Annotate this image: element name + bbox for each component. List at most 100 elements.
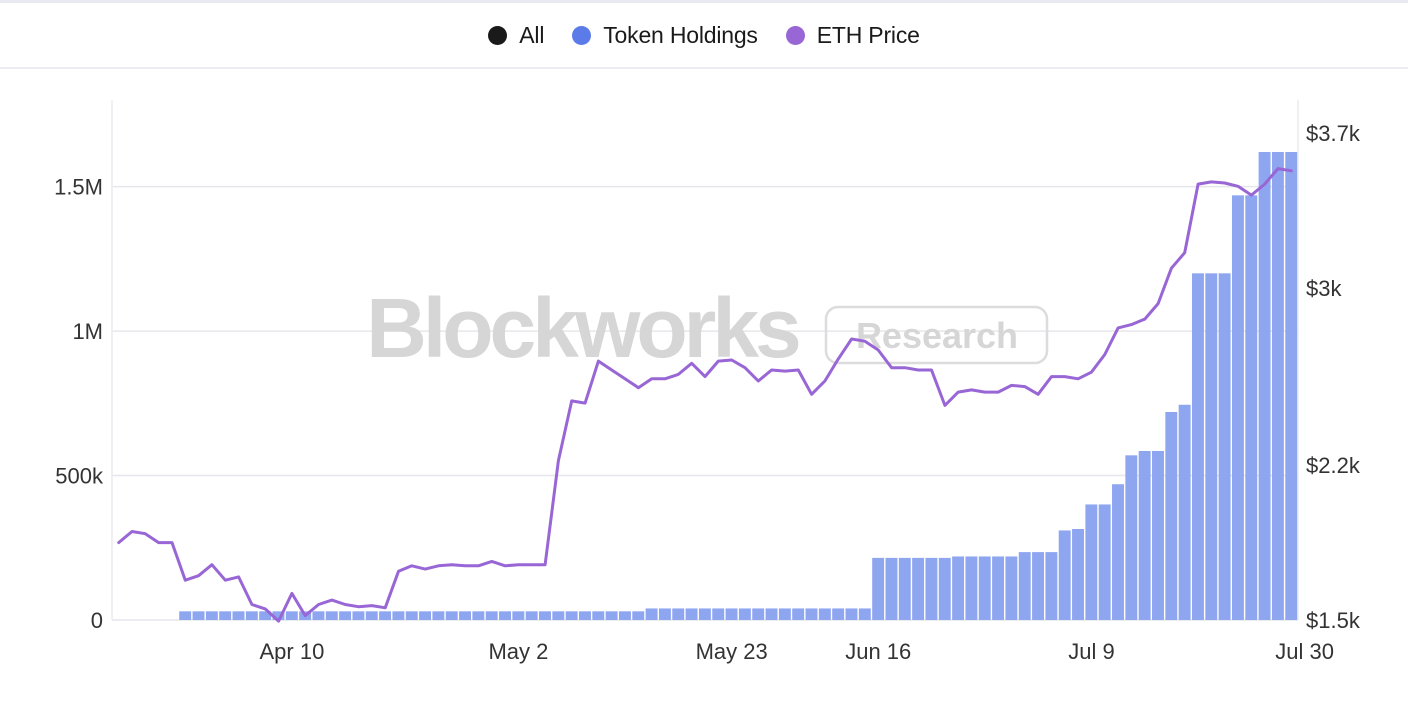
token-holdings-bar [1285,152,1298,620]
left-axis-tick-label: 1.5M [54,175,103,200]
x-axis-tick-label: May 23 [696,639,768,664]
token-holdings-bar [512,611,525,620]
token-holdings-bar [579,611,591,620]
token-holdings-bar [1125,455,1138,620]
watermark-badge: Research [856,315,1018,356]
token-holdings-bar [992,556,1005,620]
token-holdings-bar [1112,484,1124,620]
token-holdings-bar [858,608,871,620]
legend-label-eth-price: ETH Price [816,21,920,48]
legend-item-token-holdings[interactable]: Token Holdings [572,21,758,49]
token-holdings-bar [352,611,365,620]
token-holdings-bar [379,611,392,620]
token-holdings-bar [1218,273,1231,620]
token-holdings-bar [525,611,538,620]
legend-dot-all-icon [488,25,508,45]
token-holdings-bar [658,608,671,620]
token-holdings-bar [272,611,285,620]
right-axis-tick-label: $3.7k [1306,121,1361,146]
token-holdings-bar [205,611,218,620]
token-holdings-bar [1005,556,1018,620]
token-holdings-bar [712,608,725,620]
left-axis-tick-label: 1M [72,319,103,344]
top-border [0,0,1408,3]
token-holdings-bar [1032,552,1045,620]
token-holdings-bar [1245,195,1258,621]
token-holdings-bar [818,608,831,620]
legend-label-all: All [519,21,545,48]
watermark-badge-border [824,305,1049,365]
token-holdings-bar [432,611,445,620]
right-axis-ticks: $1.5k $2.2k $3k $3.7k [1306,121,1361,633]
legend-item-eth-price[interactable]: ETH Price [785,21,920,49]
token-holdings-bar [805,608,818,620]
legend-dot-token-holdings-icon [572,25,592,45]
token-holdings-bar [419,611,432,620]
token-holdings-bar [1205,273,1218,620]
token-holdings-bar [752,608,765,620]
x-axis-tick-label: Jul 9 [1068,639,1114,664]
token-holdings-bar [392,611,405,620]
token-holdings-bar [472,611,485,620]
token-holdings-bar [405,611,418,620]
token-holdings-bar [312,611,325,620]
token-holdings-bar [978,556,991,620]
left-axis-tick-label: 0 [91,608,103,633]
token-holdings-bar [1045,552,1058,620]
token-holdings-bar [499,611,511,620]
token-holdings-bar [672,608,685,620]
token-holdings-bar [1138,451,1151,620]
token-holdings-bar [325,611,338,620]
token-holdings-bar [778,608,791,620]
left-axis-ticks: 0 500k 1M 1.5M [54,175,104,633]
token-holdings-bar [1085,504,1098,620]
token-holdings-bar [645,608,658,620]
token-holdings-bar [259,611,272,620]
token-holdings-bar [539,611,551,620]
right-axis-tick-label: $3k [1306,276,1342,301]
left-axis-tick-label: 500k [55,464,104,489]
token-holdings-bar [565,611,578,620]
token-holdings-bar [1098,504,1111,620]
token-holdings-bar [245,611,258,620]
token-holdings-bar [1058,530,1071,620]
token-holdings-bar [592,611,605,620]
token-holdings-bar [698,608,711,620]
legend-label-token-holdings: Token Holdings [603,21,758,48]
token-holdings-bar [1191,273,1204,620]
token-holdings-bar [179,611,192,620]
legend-item-all[interactable]: All [488,22,544,49]
token-holdings-bar [459,611,471,620]
token-holdings-bar [365,611,378,620]
token-holdings-bar [725,608,738,620]
eth-price-line [117,167,1293,623]
token-holdings-bar [618,611,631,620]
token-holdings-bar [285,611,298,620]
token-holdings-bar [339,611,352,620]
chart-area: Blockworks Research 0 500k 1M 1.5M $1.5k $2.… [54,100,1361,664]
chart-legend: All Token Holdings ETH Price [0,3,1408,69]
token-holdings-bar [1018,552,1031,620]
token-holdings-bar [192,611,205,620]
x-axis-ticks: Apr 10 May 2 May 23 Jun 16 Jul 9 Jul 30 [259,639,1334,664]
token-holdings-bar [552,611,565,620]
token-holdings-bar [792,608,805,620]
token-holdings-bar [219,611,232,620]
token-holdings-bar [1178,404,1191,620]
token-holdings-bar [938,557,951,620]
token-holdings-bar [1258,152,1271,620]
token-holdings-bar [485,611,498,620]
x-axis-tick-label: Apr 10 [259,639,324,664]
token-holdings-bar [738,608,751,620]
token-holdings-bar [605,611,618,620]
token-holdings-bar [685,608,698,620]
right-axis-tick-label: $2.2k [1306,453,1361,478]
right-axis-tick-label: $1.5k [1306,608,1361,633]
token-holdings-bar [765,608,778,620]
token-holdings-bar [1152,451,1164,620]
token-holdings-bar [925,557,938,620]
token-holdings-bar [1231,195,1244,621]
token-holdings-bar [1165,412,1178,620]
token-holdings-bar [232,611,245,620]
token-holdings-bar [445,611,458,620]
